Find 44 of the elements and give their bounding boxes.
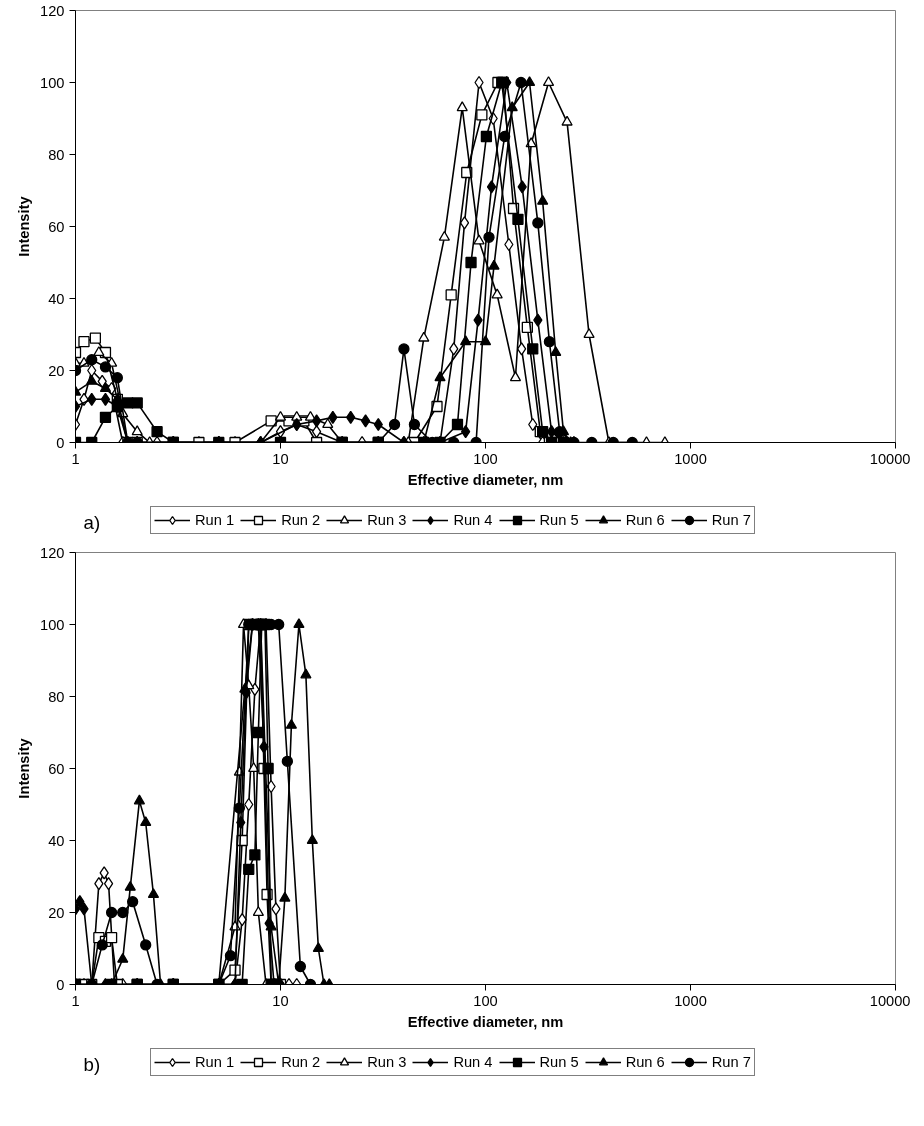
legend-label: Run 3 [367, 512, 407, 528]
text: b) [83, 1053, 101, 1075]
x-tick-label: 10 [272, 992, 289, 1009]
legend-label: Run 7 [711, 512, 751, 528]
x-tick-label: 10 [272, 450, 289, 467]
y-axis-title: Intensity [16, 195, 33, 257]
legend-label: Run 1 [195, 512, 235, 528]
legend-label: Run 5 [539, 1054, 579, 1070]
x-tick-label: 1000 [674, 992, 707, 1009]
legend-label: Run 7 [711, 1054, 751, 1070]
y-tick-label: 100 [40, 616, 65, 633]
x-tick-label: 100 [473, 450, 498, 467]
y-tick-label: 40 [48, 290, 65, 307]
legend-label: Run 6 [625, 1054, 665, 1070]
y-tick-label: 20 [48, 362, 65, 379]
y-tick-label: 80 [48, 146, 65, 163]
x-tick-label: 1000 [674, 450, 707, 467]
y-tick-label: 60 [48, 218, 65, 235]
legend-label: Run 4 [453, 1054, 493, 1070]
legend-label: Run 4 [453, 512, 493, 528]
x-tick-label: 10000 [869, 992, 911, 1009]
x-axis-title: Effective diameter, nm [407, 1013, 564, 1030]
y-tick-label: 40 [48, 832, 65, 849]
y-tick-label: 80 [48, 688, 65, 705]
y-tick-label: 120 [40, 544, 65, 561]
legend-label: Run 3 [367, 1054, 407, 1070]
y-tick-label: 0 [56, 976, 65, 993]
y-tick-label: 100 [40, 74, 65, 91]
x-tick-label: 1 [71, 450, 80, 467]
y-axis-title: Intensity [16, 737, 33, 799]
x-axis-title: Effective diameter, nm [407, 471, 564, 488]
legend-label: Run 2 [281, 1054, 321, 1070]
x-tick-label: 10000 [869, 450, 911, 467]
y-tick-label: 120 [40, 2, 65, 19]
y-tick-label: 20 [48, 904, 65, 921]
x-tick-label: 1 [71, 992, 80, 1009]
legend-label: Run 2 [281, 512, 321, 528]
legend-label: Run 5 [539, 512, 579, 528]
text: a) [83, 511, 101, 533]
y-tick-label: 0 [56, 434, 65, 451]
legend-label: Run 6 [625, 512, 665, 528]
y-tick-label: 60 [48, 760, 65, 777]
legend-label: Run 1 [195, 1054, 235, 1070]
x-tick-label: 100 [473, 992, 498, 1009]
